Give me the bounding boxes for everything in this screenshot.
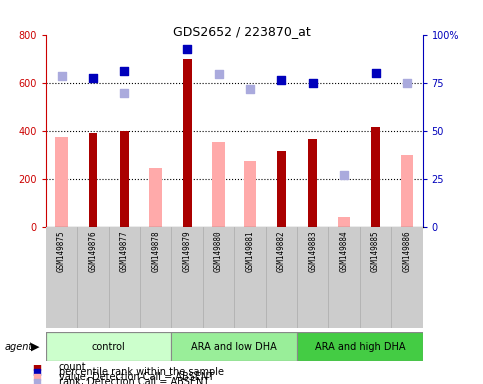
Bar bbox=[55, 137, 68, 227]
Bar bbox=[88, 133, 98, 227]
Point bbox=[372, 70, 380, 76]
Bar bbox=[150, 168, 162, 227]
Text: ARA and low DHA: ARA and low DHA bbox=[191, 341, 277, 352]
Text: GSM149881: GSM149881 bbox=[245, 231, 255, 272]
Point bbox=[277, 77, 285, 83]
Text: GSM149886: GSM149886 bbox=[402, 231, 412, 272]
Point bbox=[356, 306, 364, 312]
Bar bbox=[213, 142, 225, 227]
Point bbox=[246, 86, 254, 93]
Text: count: count bbox=[59, 362, 86, 372]
Text: GSM149878: GSM149878 bbox=[151, 231, 160, 272]
Text: ARA and high DHA: ARA and high DHA bbox=[314, 341, 405, 352]
Text: GSM149876: GSM149876 bbox=[88, 231, 98, 272]
Text: GSM149883: GSM149883 bbox=[308, 231, 317, 272]
Text: GSM149877: GSM149877 bbox=[120, 231, 129, 272]
Text: GSM149879: GSM149879 bbox=[183, 231, 192, 272]
Bar bbox=[183, 59, 192, 227]
Bar bbox=[371, 127, 380, 227]
Point bbox=[215, 71, 223, 77]
Text: GSM149885: GSM149885 bbox=[371, 231, 380, 272]
Point bbox=[58, 73, 66, 79]
Point bbox=[309, 79, 317, 86]
Text: value, Detection Call = ABSENT: value, Detection Call = ABSENT bbox=[59, 372, 214, 382]
Text: ▶: ▶ bbox=[31, 341, 40, 352]
Bar bbox=[401, 155, 413, 227]
Text: rank, Detection Call = ABSENT: rank, Detection Call = ABSENT bbox=[59, 377, 209, 384]
Point bbox=[121, 68, 128, 74]
Bar bbox=[244, 161, 256, 227]
Point bbox=[121, 89, 128, 96]
Point bbox=[356, 262, 364, 268]
Bar bbox=[120, 131, 129, 227]
Bar bbox=[277, 151, 286, 227]
Text: GSM149875: GSM149875 bbox=[57, 231, 66, 272]
Text: percentile rank within the sample: percentile rank within the sample bbox=[59, 367, 224, 377]
Text: GSM149884: GSM149884 bbox=[340, 231, 349, 272]
Point bbox=[184, 46, 191, 52]
Text: agent: agent bbox=[5, 341, 33, 352]
Point bbox=[356, 349, 364, 356]
Bar bbox=[308, 139, 317, 227]
Text: GDS2652 / 223870_at: GDS2652 / 223870_at bbox=[172, 25, 311, 38]
Point bbox=[89, 75, 97, 81]
Bar bbox=[297, 332, 423, 361]
Bar bbox=[46, 332, 171, 361]
Text: GSM149880: GSM149880 bbox=[214, 231, 223, 272]
Bar bbox=[338, 217, 351, 227]
Text: GSM149882: GSM149882 bbox=[277, 231, 286, 272]
Point bbox=[340, 172, 348, 178]
Bar bbox=[171, 332, 297, 361]
Text: control: control bbox=[92, 341, 126, 352]
Point bbox=[356, 218, 364, 225]
Point bbox=[403, 79, 411, 86]
